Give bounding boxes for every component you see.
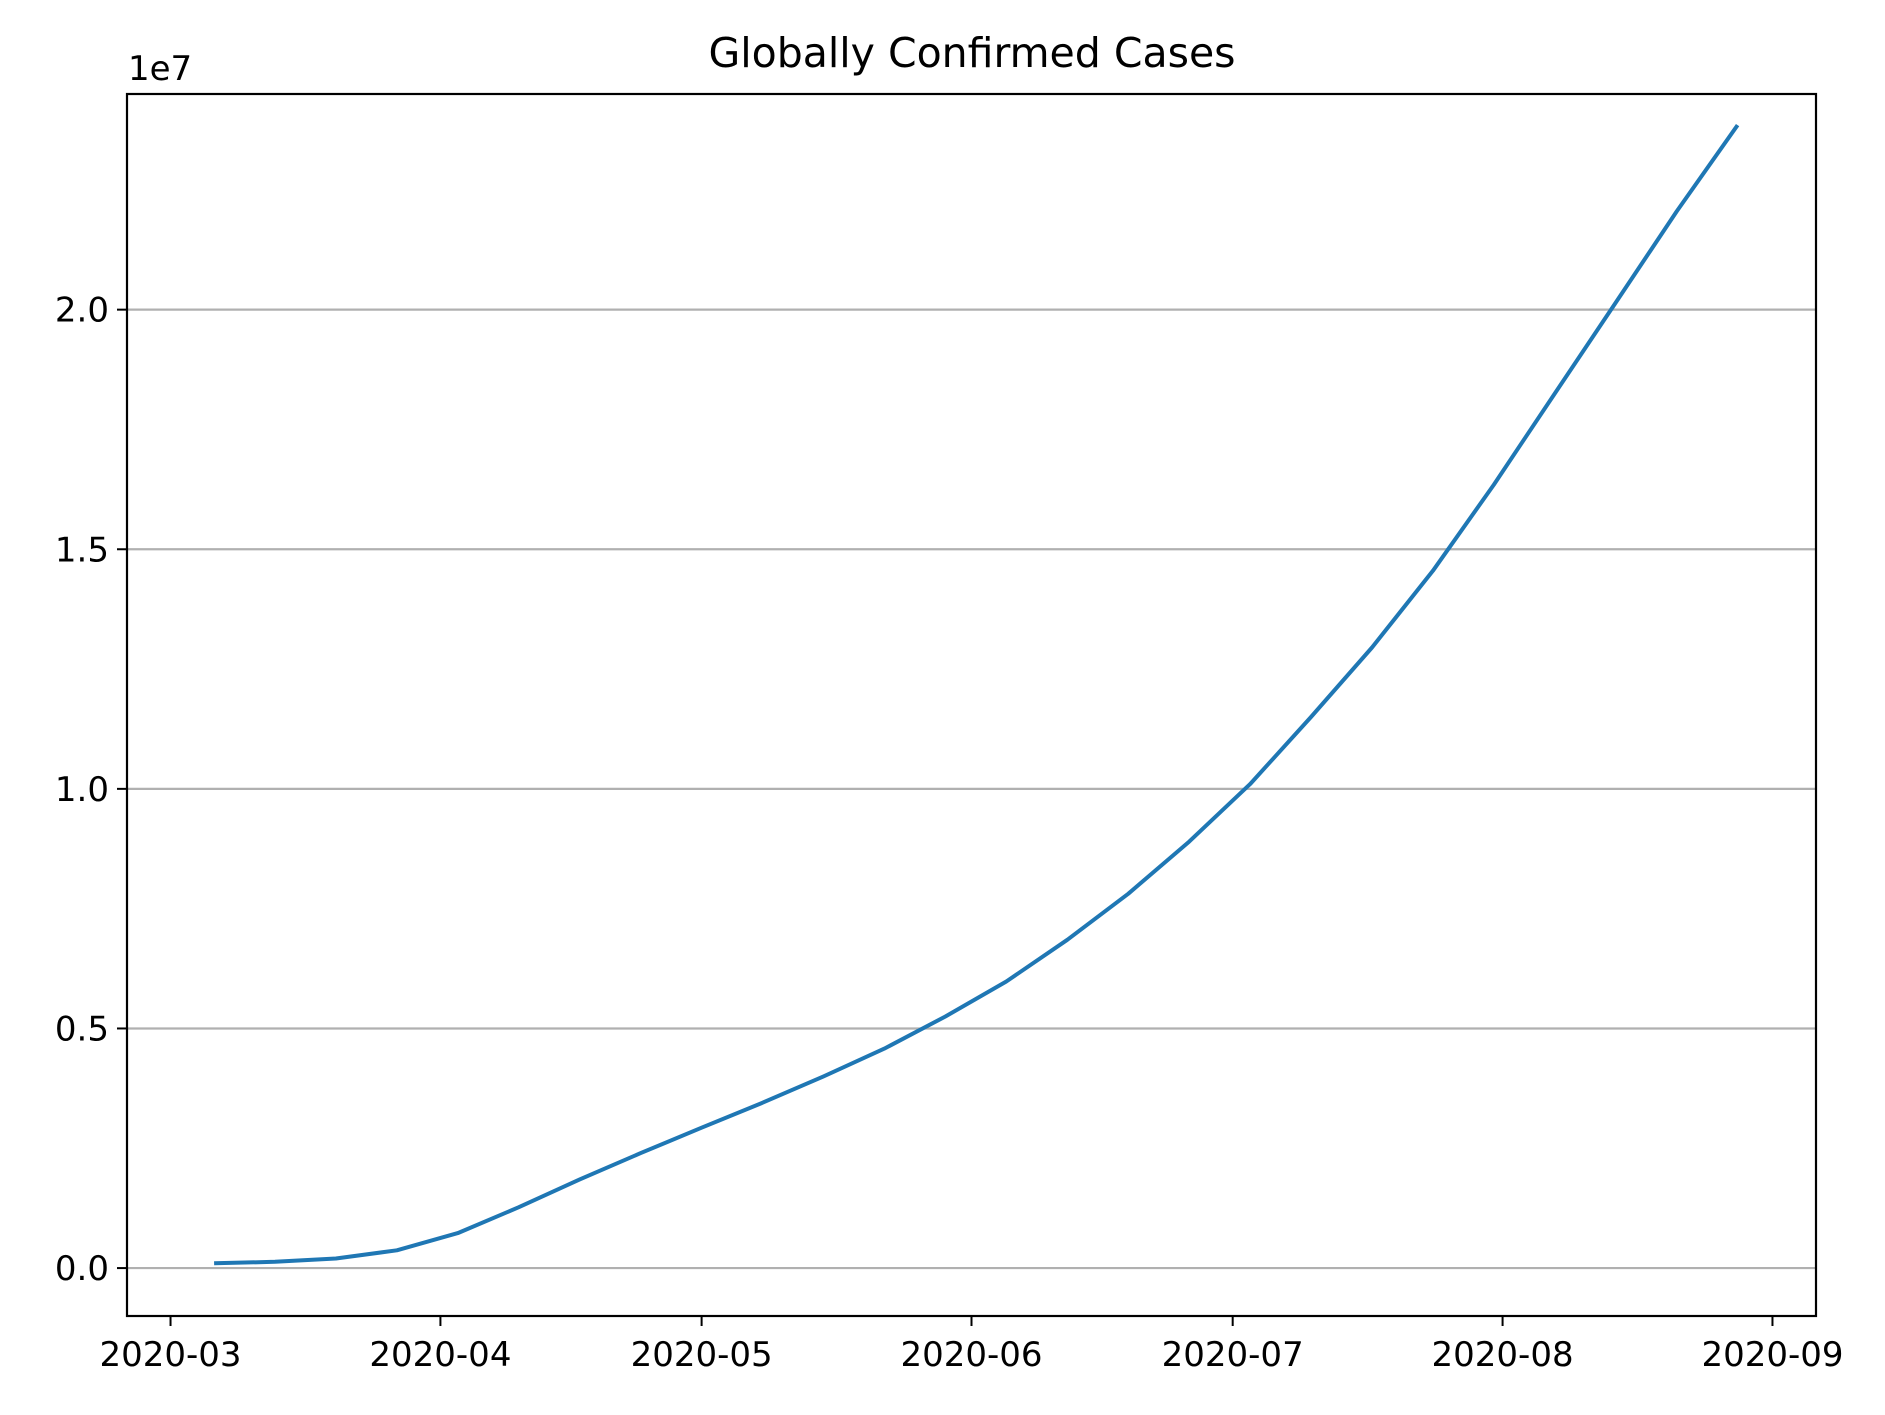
x-tick-label: 2020-03 xyxy=(99,1335,241,1375)
x-tick-label: 2020-04 xyxy=(369,1335,511,1375)
x-tick-label: 2020-08 xyxy=(1432,1335,1574,1375)
y-tick-label: 1.0 xyxy=(55,770,109,810)
y-tick-label: 2.0 xyxy=(55,291,109,331)
y-tick-label: 0.5 xyxy=(55,1009,109,1049)
y-axis-offset-label: 1e7 xyxy=(128,49,192,89)
y-tick-label: 0.0 xyxy=(55,1249,109,1289)
x-tick-label: 2020-07 xyxy=(1162,1335,1304,1375)
series-layer xyxy=(214,123,1740,1266)
y-tick-label: 1.5 xyxy=(55,530,109,570)
axis-ticks: 0.0 0.5 1.0 1.5 2.0 2020-03 2020-04 2020-05 2020… xyxy=(55,291,1844,1375)
chart-title: Globally Confirmed Cases xyxy=(708,29,1235,77)
confirmed-cases-line xyxy=(214,123,1740,1266)
x-tick-label: 2020-06 xyxy=(900,1335,1042,1375)
gridlines xyxy=(127,308,1816,1270)
x-tick-label: 2020-09 xyxy=(1701,1335,1843,1375)
x-tick-label: 2020-05 xyxy=(631,1335,773,1375)
